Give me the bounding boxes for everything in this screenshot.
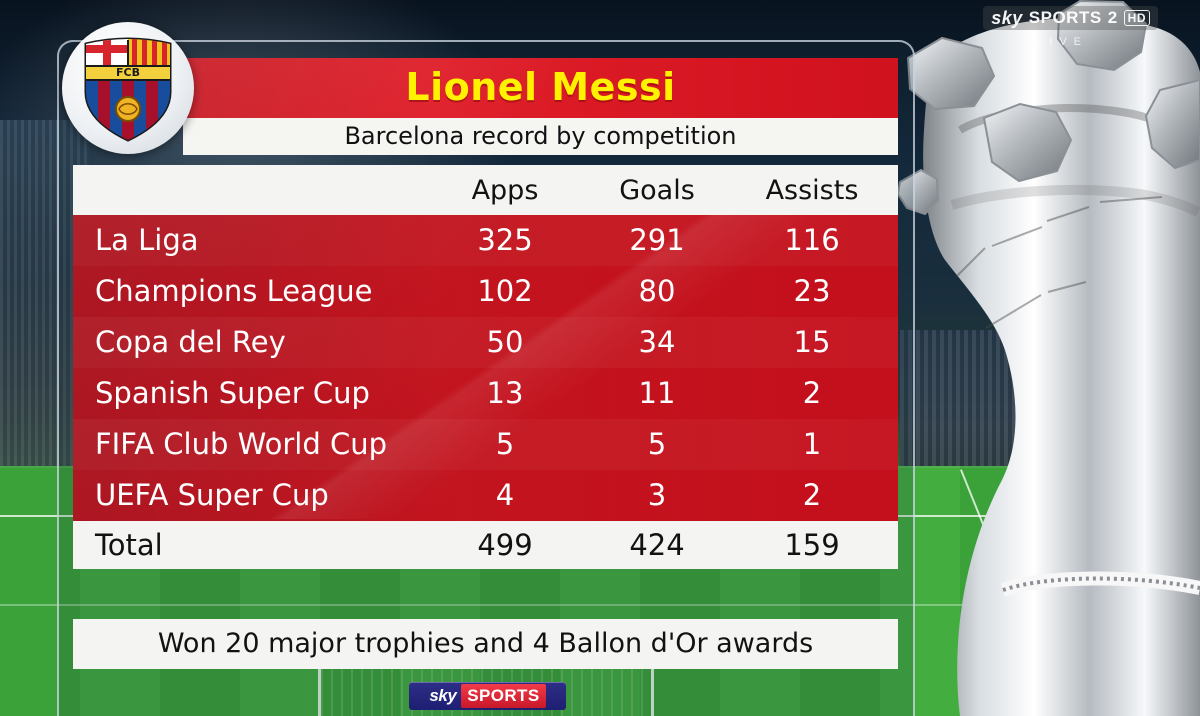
competition-label: Copa del Rey: [95, 325, 286, 359]
apps-value: 50: [486, 325, 524, 359]
goals-value: 291: [629, 223, 685, 257]
goals-value: 5: [647, 427, 667, 461]
apps-value: 325: [477, 223, 533, 257]
assists-value: 116: [784, 223, 840, 257]
header-goals: Goals: [619, 174, 695, 206]
assists-value: 1: [802, 427, 822, 461]
sports-logo-text: SPORTS: [1028, 8, 1102, 27]
competition-label: Spanish Super Cup: [95, 376, 370, 410]
subtitle-band: Barcelona record by competition: [183, 118, 898, 155]
total-goals: 424: [629, 527, 685, 562]
footer-note-band: Won 20 major trophies and 4 Ballon d'Or …: [73, 619, 898, 669]
barcelona-crest-icon: FCB: [84, 37, 172, 142]
live-label: LIVE: [1036, 36, 1088, 48]
table-row: UEFA Super Cup 4 3 2: [73, 470, 898, 521]
table-row: Copa del Rey 50 34 15: [73, 317, 898, 368]
stats-table: Apps Goals Assists La Liga 325 291 116 C…: [73, 165, 898, 569]
sky-sports-corner-logo: sky SPORTS 2 HD: [983, 6, 1158, 30]
bottom-sky-text: sky: [429, 686, 457, 705]
assists-value: 23: [793, 274, 831, 308]
graphic-subtitle: Barcelona record by competition: [344, 122, 737, 150]
crest-text: FCB: [116, 66, 140, 79]
total-assists: 159: [784, 527, 840, 562]
assists-value: 15: [793, 325, 831, 359]
title-band: Lionel Messi: [183, 58, 898, 118]
goals-value: 3: [647, 478, 667, 512]
apps-value: 4: [495, 478, 515, 512]
barcelona-crest-badge: FCB: [62, 22, 194, 154]
assists-value: 2: [802, 478, 822, 512]
pitch-line: [0, 604, 1200, 606]
sky-logo-text: sky: [991, 7, 1023, 28]
table-row: Spanish Super Cup 13 11 2: [73, 368, 898, 419]
total-label: Total: [95, 527, 163, 562]
table-row: Champions League 102 80 23: [73, 266, 898, 317]
competition-label: FIFA Club World Cup: [95, 427, 387, 461]
header-apps: Apps: [471, 174, 539, 206]
table-header-row: Apps Goals Assists: [73, 165, 898, 215]
header-label-cell: [95, 165, 415, 215]
channel-number: 2: [1107, 8, 1118, 27]
table-row: La Liga 325 291 116: [73, 215, 898, 266]
bottom-sports-text: SPORTS: [461, 684, 546, 708]
table-row: FIFA Club World Cup 5 5 1: [73, 419, 898, 470]
table-total-row: Total 499 424 159: [73, 521, 898, 569]
goals-value: 34: [638, 325, 676, 359]
apps-value: 102: [477, 274, 533, 308]
total-apps: 499: [477, 527, 533, 562]
assists-value: 2: [802, 376, 822, 410]
header-assists: Assists: [765, 174, 859, 206]
competition-label: UEFA Super Cup: [95, 478, 329, 512]
sky-sports-bottom-logo: sky SPORTS: [409, 682, 566, 710]
competition-label: La Liga: [95, 223, 199, 257]
apps-value: 13: [486, 376, 524, 410]
hd-badge: HD: [1123, 10, 1150, 26]
goals-value: 11: [638, 376, 676, 410]
competition-label: Champions League: [95, 274, 373, 308]
apps-value: 5: [495, 427, 515, 461]
footer-note: Won 20 major trophies and 4 Ballon d'Or …: [157, 628, 814, 659]
goals-value: 80: [638, 274, 676, 308]
graphic-title: Lionel Messi: [405, 65, 676, 109]
